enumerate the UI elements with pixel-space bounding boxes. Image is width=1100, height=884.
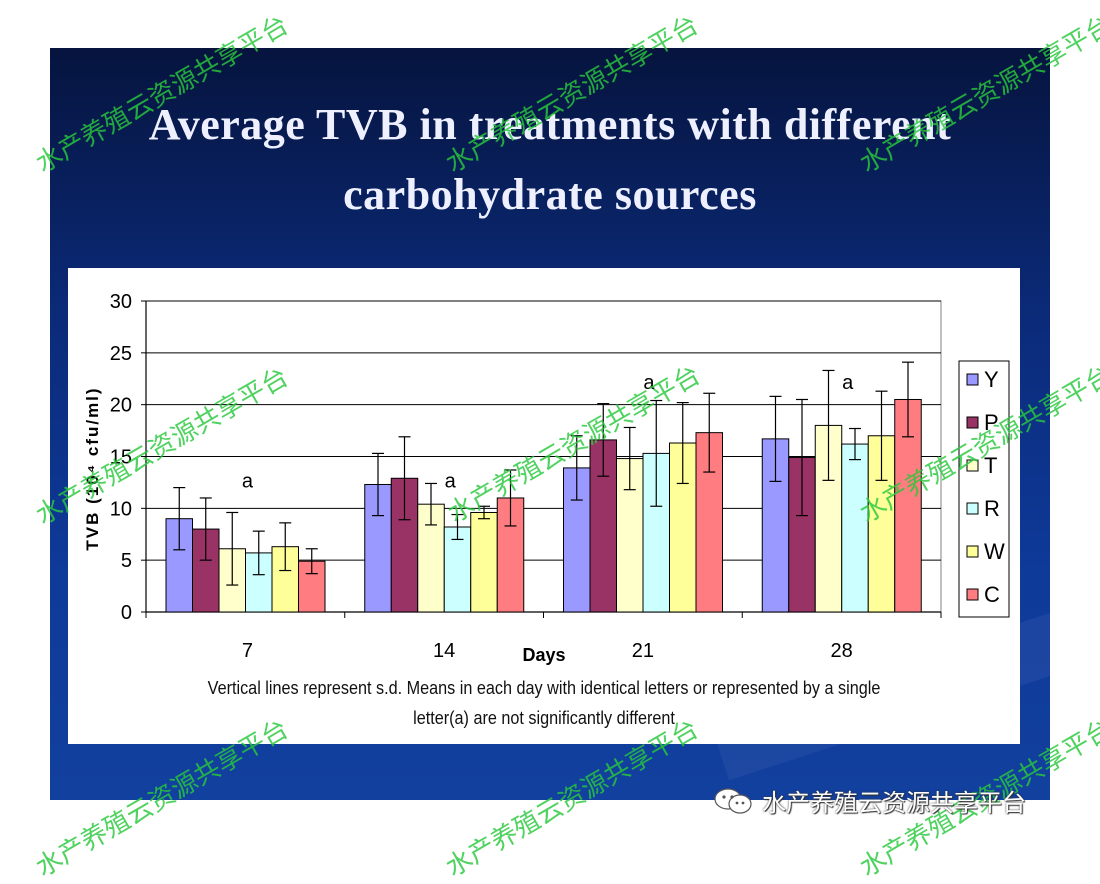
y-axis-label: TVB (10⁴ cfu/ml)	[83, 386, 102, 550]
legend-label-T: T	[984, 453, 997, 478]
legend-label-W: W	[984, 539, 1005, 564]
y-tick-label: 10	[110, 498, 132, 520]
x-tick-label: 14	[433, 640, 455, 662]
significance-letter: a	[445, 471, 457, 493]
legend-swatch-W	[966, 545, 979, 558]
legend-label-Y: Y	[984, 367, 999, 392]
legend-label-C: C	[984, 582, 1000, 607]
tvb-bar-chart: 0 5 10 15 20 25 30 7 14 21 28 Days TVB (10⁴ cfu/ml) a…	[83, 291, 1010, 665]
x-tick-label: 7	[242, 640, 253, 662]
brand-badge: 水产养殖云资源共享平台	[712, 783, 1026, 818]
significance-letter: a	[242, 471, 254, 493]
significance-letter: a	[643, 372, 655, 394]
legend-swatch-Y	[966, 373, 979, 386]
bar-R-day-14	[443, 526, 472, 613]
y-tick-label: 20	[110, 395, 132, 417]
chart-panel: 0 5 10 15 20 25 30 7 14 21 28 Days TVB (10⁴ cfu/ml) a…	[68, 268, 1020, 744]
y-tick-label: 5	[121, 550, 132, 572]
y-tick-label: 30	[110, 291, 132, 313]
legend-swatch-C	[966, 588, 979, 601]
significance-letter: a	[842, 372, 854, 394]
x-tick-label: 28	[831, 640, 853, 662]
legend-box	[958, 360, 1010, 618]
legend-swatch-T	[966, 459, 979, 472]
chart-footnote-line-1: Vertical lines represent s.d. Means in e…	[207, 678, 881, 698]
legend-swatch-R	[966, 502, 979, 515]
brand-name: 水产养殖云资源共享平台	[762, 789, 1026, 817]
legend-swatch-P	[966, 416, 979, 429]
slide-title: Average TVB in treatments with different…	[50, 90, 1050, 230]
bar-R-day-28	[841, 443, 869, 613]
slide-title-line-2: carbohydrate sources	[343, 170, 757, 219]
legend-label-P: P	[984, 410, 999, 435]
slide-title-line-1: Average TVB in treatments with different	[148, 100, 952, 149]
wechat-icon	[712, 786, 756, 816]
y-tick-label: 0	[121, 602, 132, 624]
y-tick-label: 15	[110, 447, 132, 469]
x-tick-label: 21	[632, 640, 654, 662]
presentation-slide: Average TVB in treatments with different…	[50, 48, 1050, 800]
legend-label-R: R	[984, 496, 1000, 521]
bar-W-day-14	[470, 511, 498, 613]
y-tick-label: 25	[110, 343, 132, 365]
chart-footnote-line-2: letter(a) are not significantly differen…	[413, 708, 675, 728]
x-axis-label: Days	[522, 645, 565, 665]
